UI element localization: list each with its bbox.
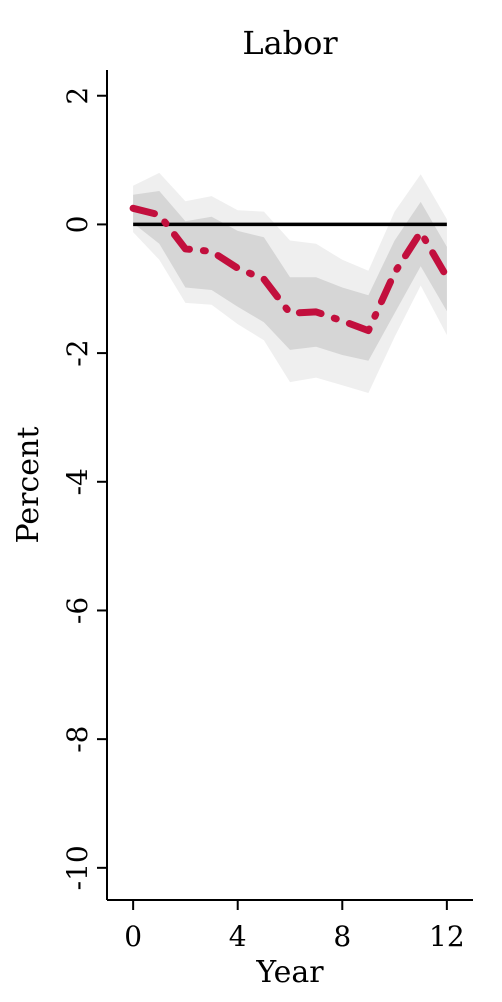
y-tick-label: 0 <box>61 216 94 234</box>
series-line-0 <box>129 204 451 335</box>
y-tick-label: -4 <box>61 468 94 495</box>
y-tick-label: -8 <box>61 726 94 753</box>
y-axis-label: Percent <box>11 427 46 544</box>
band-inner <box>133 191 447 361</box>
series-layer <box>129 204 451 335</box>
y-tick-label: 2 <box>61 87 94 105</box>
x-tick-label: 12 <box>429 920 465 953</box>
y-tick-label: -6 <box>61 597 94 624</box>
x-axis-label: Year <box>255 955 324 990</box>
x-tick-label: 0 <box>124 920 142 953</box>
confidence-bands <box>133 172 447 393</box>
y-axis-ticks: 2 0 -2 -4 -6 -8 -10 <box>61 87 107 890</box>
y-tick-label: -2 <box>61 339 94 366</box>
y-tick-label: -10 <box>61 845 94 890</box>
x-tick-label: 4 <box>229 920 247 953</box>
x-tick-label: 8 <box>333 920 351 953</box>
x-axis-ticks: 0 4 8 12 <box>124 900 465 953</box>
chart-title: Labor <box>242 24 338 62</box>
axes: 2 0 -2 -4 -6 -8 -10 0 4 8 12 <box>61 70 473 953</box>
